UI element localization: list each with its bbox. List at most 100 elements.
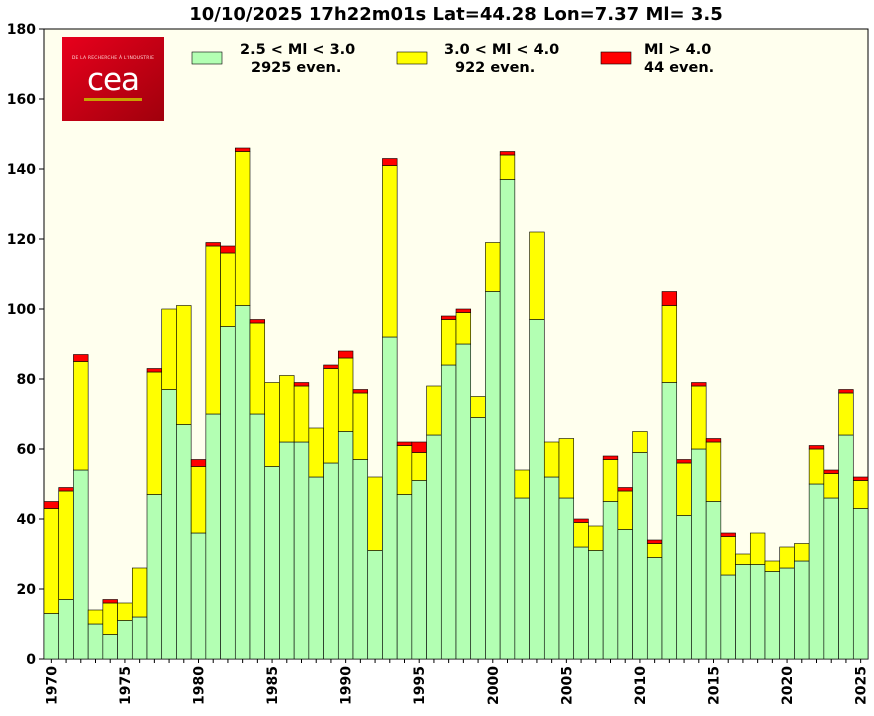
y-tick-label: 80	[17, 372, 37, 388]
bar-small-2000	[485, 291, 501, 660]
bar-small-2003	[529, 319, 545, 660]
bar-large-2011	[646, 539, 663, 544]
bar-large-1998	[455, 308, 472, 313]
bar-large-2008	[602, 455, 619, 460]
x-tick-label: 2020	[780, 666, 796, 705]
bar-large-1994	[396, 441, 413, 446]
bar-large-1997	[440, 315, 457, 320]
y-tick-label: 60	[17, 442, 37, 458]
x-tick-label: 1980	[192, 666, 208, 705]
legend-swatch-medium	[396, 51, 428, 65]
bar-large-2013	[676, 459, 692, 464]
bar-medium-1974	[102, 602, 118, 635]
bar-medium-1996	[426, 385, 442, 436]
bar-large-1991	[352, 389, 369, 394]
chart-title: 10/10/2025 17h22m01s Lat=44.28 Lon=7.37 …	[189, 4, 723, 25]
bar-large-1980	[190, 459, 207, 467]
bar-large-1982	[220, 245, 236, 254]
x-tick-label: 2010	[633, 666, 649, 705]
bar-medium-1992	[367, 476, 383, 551]
bar-small-2012	[661, 382, 678, 660]
x-tick-label: 1990	[339, 666, 355, 705]
bar-small-1973	[87, 623, 104, 660]
bar-medium-1988	[308, 427, 324, 478]
bar-small-2025	[852, 508, 869, 660]
legend-label-large: Ml > 4.0	[644, 42, 711, 58]
bar-medium-2025	[852, 480, 869, 509]
bar-small-2018	[749, 564, 766, 660]
legend-label-medium: 3.0 < Ml < 4.0	[444, 42, 559, 58]
bar-medium-2020	[779, 546, 795, 569]
bar-small-1987	[293, 441, 310, 660]
bar-medium-2007	[588, 525, 604, 551]
bar-medium-2024	[838, 392, 854, 436]
bar-large-2014	[691, 382, 707, 387]
bar-small-1980	[190, 532, 207, 660]
bar-small-2015	[705, 501, 722, 660]
bar-small-1971	[58, 599, 74, 660]
bar-small-1974	[102, 634, 118, 660]
bar-medium-1997	[440, 319, 457, 366]
bar-large-1983	[234, 147, 251, 152]
y-tick-label: 100	[7, 302, 36, 318]
bar-medium-1985	[264, 382, 280, 467]
bar-small-1972	[73, 469, 89, 660]
legend-swatch-small	[191, 51, 223, 65]
bar-small-2017	[735, 564, 751, 660]
bar-medium-2003	[529, 231, 545, 320]
x-tick-label: 2025	[854, 666, 870, 705]
bar-small-2020	[779, 567, 795, 660]
bars-group	[43, 147, 869, 660]
bar-medium-2004	[543, 441, 560, 478]
legend: 2.5 < Ml < 3.0 2925 even. 3.0 < Ml < 4.0…	[191, 42, 714, 76]
bar-medium-2016	[720, 536, 736, 576]
bar-large-1989	[323, 364, 339, 369]
y-tick-label: 20	[17, 582, 37, 598]
bar-small-1988	[308, 476, 324, 660]
bar-medium-1977	[146, 371, 163, 495]
bar-small-1978	[161, 389, 177, 660]
legend-label-small: 2.5 < Ml < 3.0	[240, 42, 355, 58]
bar-medium-2002	[514, 469, 530, 499]
bar-medium-1971	[58, 490, 74, 600]
y-tick-label: 160	[7, 92, 36, 108]
bar-medium-2011	[646, 543, 663, 558]
bar-medium-2019	[764, 560, 781, 572]
bar-large-1974	[102, 599, 118, 604]
bar-medium-2018	[749, 532, 766, 565]
bar-large-1970	[43, 501, 60, 509]
bar-large-1984	[249, 319, 266, 324]
bar-small-2013	[676, 515, 692, 660]
bar-medium-1989	[323, 368, 339, 464]
bar-large-1987	[293, 382, 310, 387]
bar-small-1989	[323, 462, 339, 660]
bar-medium-2014	[691, 385, 707, 450]
bar-small-2011	[646, 557, 663, 660]
y-tick-label: 120	[7, 232, 36, 248]
bar-large-1981	[205, 242, 221, 247]
bar-small-1992	[367, 550, 383, 660]
bar-small-2001	[499, 179, 516, 660]
bar-medium-2008	[602, 459, 619, 502]
x-tick-label: 1975	[118, 666, 134, 705]
bar-small-2016	[720, 574, 736, 660]
bar-small-2024	[838, 434, 854, 660]
x-tick-label: 2005	[559, 666, 575, 705]
bar-large-2025	[852, 476, 869, 481]
bar-small-2022	[808, 483, 825, 660]
bar-small-1982	[220, 326, 236, 660]
bar-small-2007	[588, 550, 604, 660]
bar-small-2014	[691, 448, 707, 660]
bar-large-2006	[573, 518, 589, 523]
bar-medium-1990	[337, 357, 354, 432]
bar-medium-1993	[382, 165, 398, 338]
bar-small-1998	[455, 343, 472, 660]
bar-small-1995	[411, 480, 427, 660]
bar-small-1976	[131, 616, 148, 660]
bar-medium-2015	[705, 441, 722, 502]
x-tick-label: 1985	[265, 666, 281, 705]
bar-medium-1994	[396, 445, 413, 495]
bar-medium-1982	[220, 252, 236, 327]
bar-small-1984	[249, 413, 266, 660]
bar-medium-1991	[352, 392, 369, 460]
